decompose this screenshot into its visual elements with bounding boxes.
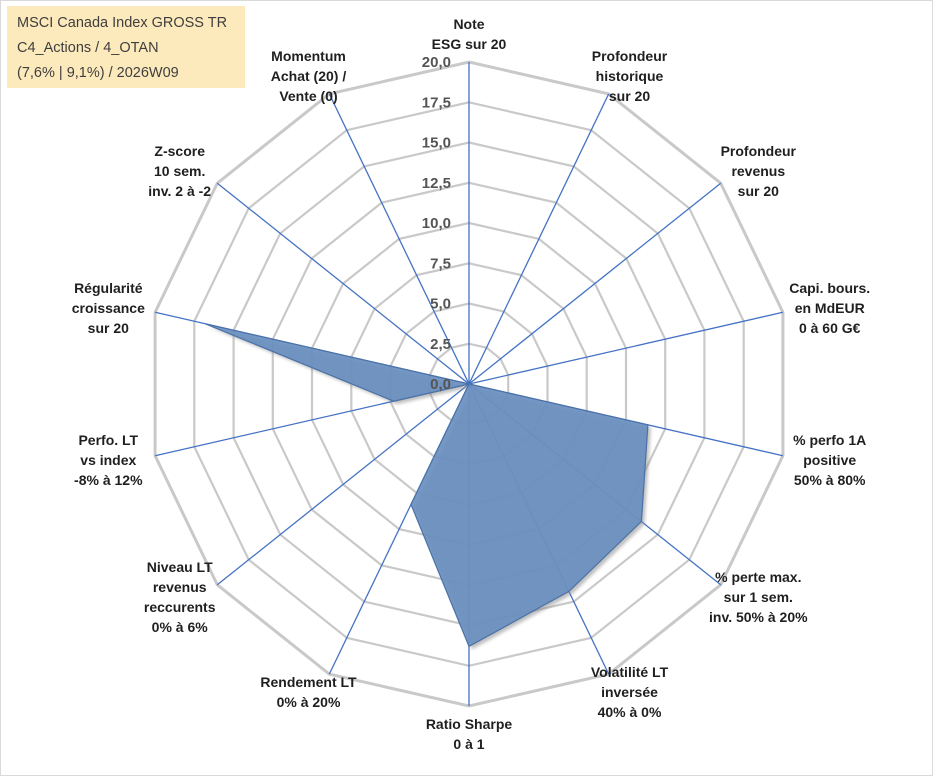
chart-title-line-3: (7,6% | 9,1%) / 2026W09	[17, 65, 179, 81]
chart-title-line-1: MSCI Canada Index GROSS TR	[17, 15, 228, 31]
tick-label-0: 0,0	[430, 376, 451, 393]
tick-label-6: 15,0	[422, 135, 451, 152]
data-area	[205, 323, 649, 648]
axis-label-3-line-0: Capi. bours.	[789, 280, 870, 296]
axis-label-13-line-0: Momentum	[271, 48, 346, 64]
axis-label-8: Rendement LT 0% à 20%	[260, 674, 357, 710]
axis-label-9: Niveau LT revenus reccurents 0% à 6%	[144, 559, 216, 635]
axis-label-2-line-2: sur 20	[738, 183, 779, 199]
axis-label-6-line-0: Volatilité LT	[591, 664, 669, 680]
axis-label-3-line-1: en MdEUR	[795, 300, 865, 316]
axis-label-7: Ratio Sharpe 0 à 1	[426, 716, 513, 752]
tick-label-5: 12,5	[422, 175, 451, 192]
axis-spoke-3	[468, 311, 784, 385]
axis-label-10-line-1: vs index	[80, 452, 136, 468]
axis-label-9-line-1: revenus	[153, 579, 207, 595]
axis-label-5-line-1: sur 1 sem.	[724, 589, 793, 605]
axis-label-9-line-0: Niveau LT	[147, 559, 213, 575]
axis-label-13-line-1: Achat (20) /	[271, 68, 347, 84]
axis-label-8-line-0: Rendement LT	[260, 674, 357, 690]
axis-label-4-line-0: % perfo 1A	[793, 432, 866, 448]
axis-label-1-line-0: Profondeur	[592, 48, 668, 64]
axis-label-0-line-0: Note	[453, 16, 484, 32]
axis-label-12-line-1: 10 sem.	[154, 163, 205, 179]
axis-label-6: Volatilité LT inversée 40% à 0%	[591, 664, 669, 720]
tick-label-1: 2,5	[430, 336, 451, 353]
axis-label-0: Note ESG sur 20	[432, 16, 507, 52]
axis-label-2-line-0: Profondeur	[721, 143, 797, 159]
axis-label-1-line-1: historique	[596, 68, 664, 84]
tick-label-4: 10,0	[422, 215, 451, 232]
axis-label-3-line-2: 0 à 60 G€	[799, 320, 861, 336]
chart-title-box: MSCI Canada Index GROSS TR C4_Actions / …	[7, 6, 245, 88]
axis-label-2: Profondeur revenus sur 20	[721, 143, 797, 199]
tick-label-2: 5,0	[430, 296, 451, 313]
axis-label-11-line-1: croissance	[72, 300, 145, 316]
tick-label-layer: 0,0 2,5 5,0 7,5 10,0 12,5 15,0 17,5 20,0	[422, 54, 451, 393]
axis-label-4: % perfo 1A positive 50% à 80%	[793, 432, 866, 488]
axis-label-5-line-0: % perte max.	[715, 569, 801, 585]
axis-label-13-line-2: Vente (0)	[279, 88, 337, 104]
axis-label-4-line-1: positive	[803, 452, 856, 468]
axis-label-8-line-1: 0% à 20%	[277, 694, 341, 710]
axis-label-11-line-2: sur 20	[88, 320, 129, 336]
axis-label-10: Perfo. LT vs index -8% à 12%	[74, 432, 143, 488]
axis-spoke-1	[468, 93, 610, 385]
axis-label-5: % perte max. sur 1 sem. inv. 50% à 20%	[709, 569, 808, 625]
axis-label-3: Capi. bours. en MdEUR 0 à 60 G€	[789, 280, 870, 336]
axis-label-11: Régularité croissance sur 20	[72, 280, 145, 336]
axis-spoke-12	[216, 182, 470, 385]
axis-spoke-2	[468, 182, 722, 385]
axis-spoke-9	[216, 383, 470, 586]
axis-label-1: Profondeur historique sur 20	[592, 48, 668, 104]
data-area-layer	[205, 323, 651, 650]
axis-label-10-line-0: Perfo. LT	[78, 432, 138, 448]
axis-label-1-line-2: sur 20	[609, 88, 650, 104]
axis-label-13: Momentum Achat (20) / Vente (0)	[271, 48, 347, 104]
axis-label-12-line-0: Z-score	[154, 143, 205, 159]
axis-label-7-line-0: Ratio Sharpe	[426, 716, 513, 732]
chart-title-line-2: C4_Actions / 4_OTAN	[17, 40, 159, 56]
axis-label-4-line-2: 50% à 80%	[794, 472, 866, 488]
axis-label-9-line-3: 0% à 6%	[152, 619, 209, 635]
tick-label-8: 20,0	[422, 54, 451, 71]
axis-label-6-line-2: 40% à 0%	[598, 704, 662, 720]
axis-spoke-13	[328, 93, 470, 385]
axis-label-6-line-1: inversée	[601, 684, 658, 700]
axis-label-2-line-1: revenus	[731, 163, 785, 179]
axis-label-12-line-2: inv. 2 à -2	[148, 183, 211, 199]
axis-label-7-line-1: 0 à 1	[453, 736, 484, 752]
axis-label-12: Z-score 10 sem. inv. 2 à -2	[148, 143, 211, 199]
axis-label-11-line-0: Régularité	[74, 280, 143, 296]
axis-label-10-line-2: -8% à 12%	[74, 472, 143, 488]
axis-label-0-line-1: ESG sur 20	[432, 36, 507, 52]
axis-label-9-line-2: reccurents	[144, 599, 216, 615]
tick-label-7: 17,5	[422, 94, 451, 111]
tick-label-3: 7,5	[430, 255, 451, 272]
axis-label-5-line-2: inv. 50% à 20%	[709, 609, 808, 625]
axis-label-layer: Note ESG sur 20 Profondeur historique sur 20…	[72, 16, 870, 752]
